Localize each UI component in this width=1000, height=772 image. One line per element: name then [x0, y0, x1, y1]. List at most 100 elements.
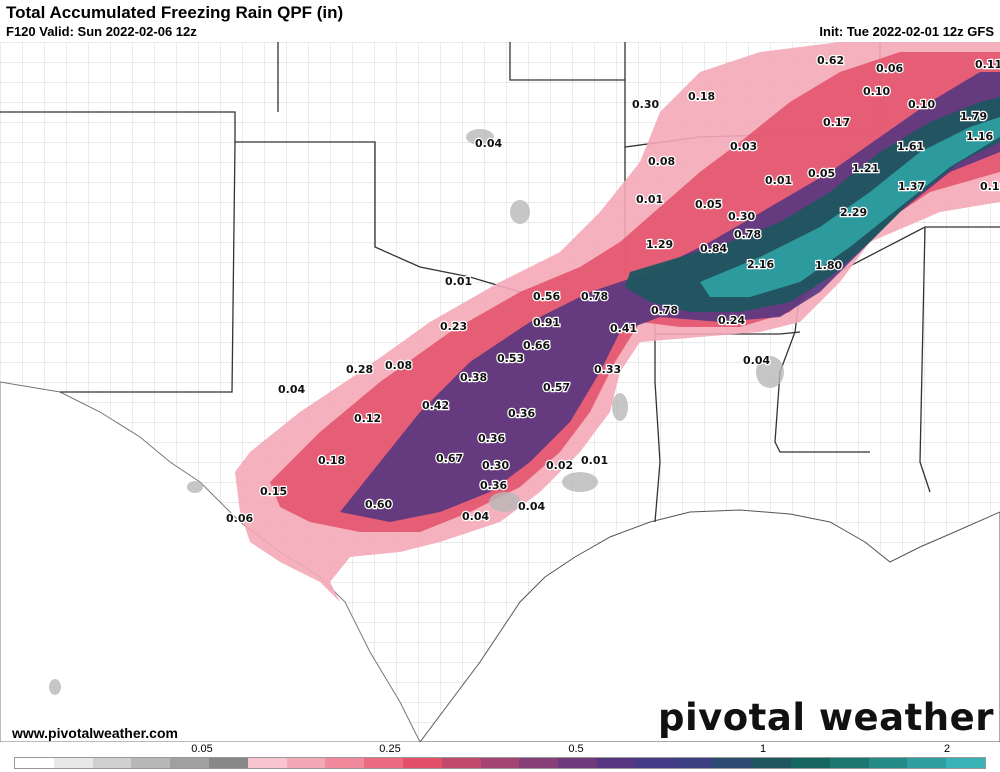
legend-swatch — [170, 758, 209, 768]
light-accumulation-spots — [49, 129, 784, 695]
brand-logo: pivotal weather — [657, 696, 994, 739]
qpf-point-label: 0.04 — [743, 354, 770, 367]
qpf-point-label: 0.18 — [318, 454, 345, 467]
legend-tick-label: 0.5 — [568, 743, 584, 755]
legend-swatch — [364, 758, 403, 768]
qpf-point-label: 0.11 — [975, 58, 1000, 71]
legend-swatch — [325, 758, 365, 768]
legend-swatch — [790, 758, 830, 768]
weather-map: 0.62 0.06 0.11 0.30 0.18 0.10 0.10 1.79 0.17 1.16… — [0, 42, 1000, 742]
qpf-point-label: 0.10 — [863, 85, 890, 98]
legend-swatch — [92, 758, 132, 768]
freezing-rain-very-heavy — [625, 97, 1000, 312]
qpf-point-label: 0.04 — [518, 500, 545, 513]
map-canvas: 0.62 0.06 0.11 0.30 0.18 0.10 0.10 1.79 0.17 1.16… — [0, 42, 1000, 742]
qpf-point-label: 1.79 — [960, 110, 987, 123]
qpf-point-label: 0.04 — [475, 137, 502, 150]
qpf-point-label: 0.05 — [808, 167, 835, 180]
color-legend: 0.05 0.25 0.5 1 2 — [0, 742, 1000, 772]
website-label: www.pivotalweather.com — [12, 725, 178, 741]
qpf-point-label: 0.78 — [581, 290, 608, 303]
qpf-point-label: 0.06 — [226, 512, 253, 525]
legend-swatch — [131, 758, 171, 768]
qpf-point-label: 0.03 — [730, 140, 757, 153]
qpf-point-label: 0.01 — [581, 454, 608, 467]
legend-swatch — [402, 758, 442, 768]
qpf-point-label: 0.33 — [594, 363, 621, 376]
legend-swatch — [907, 758, 947, 768]
legend-swatch — [558, 758, 597, 768]
qpf-point-label: 0.36 — [480, 479, 507, 492]
qpf-point-label: 0.78 — [651, 304, 678, 317]
qpf-point-label: 0.78 — [734, 228, 761, 241]
legend-swatch — [829, 758, 869, 768]
qpf-point-label: 1.16 — [966, 130, 993, 143]
qpf-point-label: 0.91 — [533, 316, 560, 329]
qpf-point-label: 0.06 — [876, 62, 903, 75]
legend-swatch — [441, 758, 481, 768]
qpf-point-label: 0.84 — [700, 242, 727, 255]
legend-swatch — [480, 758, 520, 768]
qpf-point-label: 0.57 — [543, 381, 570, 394]
legend-color-bar — [14, 757, 986, 769]
qpf-point-label: 0.28 — [346, 363, 373, 376]
legend-swatch — [519, 758, 559, 768]
legend-swatch — [247, 758, 287, 768]
legend-swatch — [635, 758, 675, 768]
qpf-point-label: 0.02 — [546, 459, 573, 472]
qpf-point-label: 1.80 — [815, 259, 842, 272]
qpf-point-label: 0.01 — [765, 174, 792, 187]
legend-swatch — [713, 758, 753, 768]
gulf-of-mexico — [419, 509, 1000, 742]
qpf-point-label: 0.67 — [436, 452, 463, 465]
qpf-point-label: 0.01 — [445, 275, 472, 288]
legend-tick-label: 0.05 — [191, 743, 213, 755]
qpf-point-label: 0.38 — [460, 371, 487, 384]
qpf-point-label: 0.60 — [365, 498, 392, 511]
qpf-point-label: 0.05 — [695, 198, 722, 211]
qpf-point-label: 2.29 — [840, 206, 867, 219]
legend-swatch — [868, 758, 908, 768]
qpf-point-label: 0.30 — [728, 210, 755, 223]
qpf-point-label: 0.01 — [636, 193, 663, 206]
legend-tick-label: 2 — [943, 743, 951, 755]
qpf-point-label: 0.66 — [523, 339, 550, 352]
legend-swatch — [946, 758, 985, 768]
freezing-rain-extreme — [700, 117, 1000, 297]
qpf-point-label: 0.04 — [462, 510, 489, 523]
legend-ticks: 0.05 0.25 0.5 1 2 — [0, 742, 1000, 756]
qpf-point-label: 1.21 — [852, 162, 879, 175]
qpf-point-label: 0.30 — [632, 98, 659, 111]
qpf-point-label: 0.53 — [497, 352, 524, 365]
qpf-point-label: 2.16 — [747, 258, 774, 271]
qpf-point-label: 1.37 — [898, 180, 925, 193]
qpf-point-label: 0.15 — [260, 485, 287, 498]
qpf-point-label: 0.41 — [610, 322, 637, 335]
qpf-point-label: 0.30 — [482, 459, 509, 472]
map-title: Total Accumulated Freezing Rain QPF (in) — [6, 3, 344, 22]
init-time: Init: Tue 2022-02-01 12z GFS — [819, 24, 994, 39]
qpf-point-label: 0.24 — [718, 314, 745, 327]
legend-swatch — [15, 758, 54, 768]
legend-swatch — [208, 758, 248, 768]
legend-swatch — [53, 758, 93, 768]
point-value-labels: 0.62 0.06 0.11 0.30 0.18 0.10 0.10 1.79 0.17 1.16… — [225, 53, 1000, 527]
qpf-point-label: 0.56 — [533, 290, 560, 303]
qpf-point-label: 0.08 — [385, 359, 412, 372]
qpf-point-label: 0.18 — [980, 180, 1000, 193]
qpf-point-label: 0.42 — [422, 399, 449, 412]
map-header: Total Accumulated Freezing Rain QPF (in)… — [0, 0, 1000, 42]
qpf-point-label: 1.29 — [646, 238, 673, 251]
qpf-point-label: 0.17 — [823, 116, 850, 129]
qpf-point-label: 0.08 — [648, 155, 675, 168]
qpf-point-label: 0.12 — [354, 412, 381, 425]
legend-swatch — [674, 758, 714, 768]
legend-swatch — [752, 758, 791, 768]
qpf-point-label: 1.61 — [897, 140, 924, 153]
qpf-point-label: 0.62 — [817, 54, 844, 67]
qpf-point-label: 0.18 — [688, 90, 715, 103]
qpf-point-label: 0.10 — [908, 98, 935, 111]
qpf-point-label: 0.36 — [478, 432, 505, 445]
legend-swatch — [286, 758, 326, 768]
legend-tick-label: 0.25 — [379, 743, 401, 755]
